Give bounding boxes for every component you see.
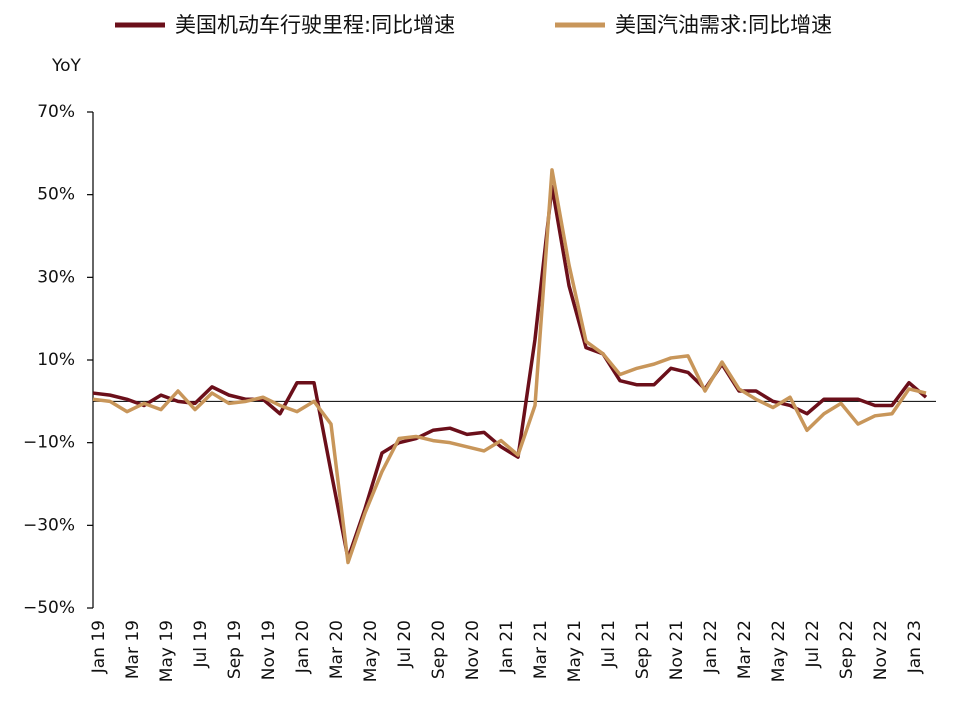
x-tick-label: Jul 21	[599, 620, 619, 669]
y-tick-label: −50%	[23, 598, 75, 618]
x-tick-label: May 19	[157, 620, 177, 682]
x-tick-label: May 20	[361, 620, 381, 682]
x-tick-label: Mar 20	[327, 620, 347, 679]
x-tick-label: Sep 21	[633, 620, 653, 679]
x-tick-label: Jan 23	[905, 620, 925, 674]
x-tick-label: Mar 21	[531, 620, 551, 679]
x-tick-label: Jan 20	[293, 620, 313, 674]
x-tick-label: Jul 20	[395, 620, 415, 669]
series-line	[92, 168, 927, 565]
y-axis-label: YoY	[51, 56, 82, 76]
x-tick-label: Jul 22	[803, 620, 823, 669]
x-tick-label: Sep 22	[837, 620, 857, 679]
x-tick-label: Nov 21	[667, 620, 687, 680]
x-tick-label: Jan 22	[701, 620, 721, 674]
x-tick-label: Mar 19	[123, 620, 143, 679]
y-tick-label: 10%	[37, 350, 75, 370]
y-tick-label: 30%	[37, 267, 75, 287]
x-tick-label: Mar 22	[735, 620, 755, 679]
x-tick-label: Jan 21	[497, 620, 517, 674]
y-tick-label: 50%	[37, 185, 75, 205]
legend-text: 美国机动车行驶里程:同比增速	[175, 13, 455, 37]
legend-text: 美国汽油需求:同比增速	[615, 13, 832, 37]
series-line	[92, 184, 928, 561]
x-tick-label: Nov 22	[871, 620, 891, 680]
x-tick-label: Sep 20	[429, 620, 449, 679]
x-tick-label: Sep 19	[225, 620, 245, 679]
y-tick-label: −10%	[23, 433, 75, 453]
x-tick-label: Jul 19	[191, 620, 211, 669]
y-tick-label: 70%	[37, 102, 75, 122]
x-tick-label: Nov 19	[259, 620, 279, 680]
x-tick-label: May 21	[565, 620, 585, 682]
x-tick-label: May 22	[769, 620, 789, 682]
y-tick-label: −30%	[23, 515, 75, 535]
x-tick-label: Jan 19	[89, 620, 109, 674]
x-tick-label: Nov 20	[463, 620, 483, 680]
